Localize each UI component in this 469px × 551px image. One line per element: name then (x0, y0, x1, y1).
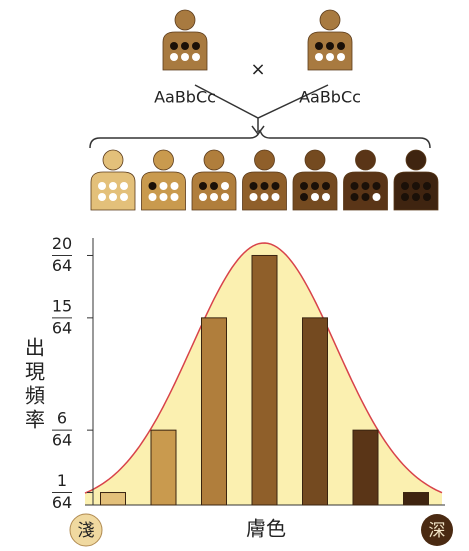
y-tick-label: 1 (57, 471, 67, 490)
y-tick-denominator: 64 (52, 256, 72, 275)
allele-dot (315, 53, 323, 61)
bracket (90, 130, 430, 148)
bar (303, 318, 328, 505)
allele-dot (351, 193, 359, 201)
person-body (308, 32, 352, 70)
allele-dot (311, 193, 319, 201)
person-body (142, 172, 186, 210)
x-start-label: 淺 (78, 521, 95, 541)
person-head (204, 150, 224, 170)
allele-dot (221, 193, 229, 201)
allele-dot (326, 42, 334, 50)
allele-dot (181, 42, 189, 50)
allele-dot (401, 182, 409, 190)
person-body (293, 172, 337, 210)
person-head (356, 150, 376, 170)
y-tick-label: 15 (52, 296, 72, 315)
allele-dot (261, 193, 269, 201)
person-head (154, 150, 174, 170)
allele-dot (160, 193, 168, 201)
allele-dot (192, 42, 200, 50)
allele-dot (120, 182, 128, 190)
cross-symbol: × (250, 59, 265, 80)
y-tick-label: 20 (52, 234, 72, 253)
allele-dot (170, 53, 178, 61)
allele-dot (362, 193, 370, 201)
y-tick-label: 6 (57, 409, 67, 428)
allele-dot (412, 182, 420, 190)
allele-dot (149, 193, 157, 201)
allele-dot (171, 182, 179, 190)
allele-dot (181, 53, 189, 61)
allele-dot (326, 53, 334, 61)
allele-dot (412, 193, 420, 201)
allele-dot (192, 53, 200, 61)
allele-dot (351, 182, 359, 190)
y-tick-denominator: 64 (52, 318, 72, 337)
y-axis-label: 出現頻率 (22, 337, 46, 433)
bar (404, 493, 429, 505)
allele-dot (300, 193, 308, 201)
allele-dot (373, 182, 381, 190)
allele-dot (250, 193, 258, 201)
person-body (394, 172, 438, 210)
allele-dot (210, 193, 218, 201)
person-head (255, 150, 275, 170)
chart: AaBbCc AaBbCc × 出現頻率 膚色 淺 深 1 64 6 64 15 64 20… (0, 0, 469, 551)
allele-dot (210, 182, 218, 190)
allele-dot (423, 182, 431, 190)
allele-dot (120, 193, 128, 201)
person-head (103, 150, 123, 170)
allele-dot (170, 42, 178, 50)
allele-dot (337, 42, 345, 50)
person-head (305, 150, 325, 170)
allele-dot (401, 193, 409, 201)
parent-genotype: AaBbCc (154, 88, 216, 107)
allele-dot (272, 193, 280, 201)
bar (202, 318, 227, 505)
allele-dot (109, 193, 117, 201)
allele-dot (315, 42, 323, 50)
allele-dot (322, 182, 330, 190)
allele-dot (221, 182, 229, 190)
person-body (192, 172, 236, 210)
allele-dot (98, 193, 106, 201)
person-head (175, 10, 195, 30)
allele-dot (199, 193, 207, 201)
allele-dot (109, 182, 117, 190)
allele-dot (322, 193, 330, 201)
bar (353, 430, 378, 505)
person-body (243, 172, 287, 210)
allele-dot (300, 182, 308, 190)
y-tick-denominator: 64 (52, 493, 72, 512)
allele-dot (250, 182, 258, 190)
person-body (163, 32, 207, 70)
allele-dot (171, 193, 179, 201)
allele-dot (199, 182, 207, 190)
bar (252, 255, 277, 505)
allele-dot (311, 182, 319, 190)
y-tick-denominator: 64 (52, 431, 72, 450)
allele-dot (160, 182, 168, 190)
allele-dot (362, 182, 370, 190)
allele-dot (272, 182, 280, 190)
allele-dot (149, 182, 157, 190)
person-body (344, 172, 388, 210)
parent-genotype: AaBbCc (299, 88, 361, 107)
person-head (406, 150, 426, 170)
allele-dot (423, 193, 431, 201)
x-end-label: 深 (429, 521, 446, 541)
allele-dot (337, 53, 345, 61)
person-body (91, 172, 135, 210)
allele-dot (261, 182, 269, 190)
bar (151, 430, 176, 505)
x-axis-label: 膚色 (246, 517, 286, 541)
allele-dot (373, 193, 381, 201)
allele-dot (98, 182, 106, 190)
person-head (320, 10, 340, 30)
bar (101, 493, 126, 505)
